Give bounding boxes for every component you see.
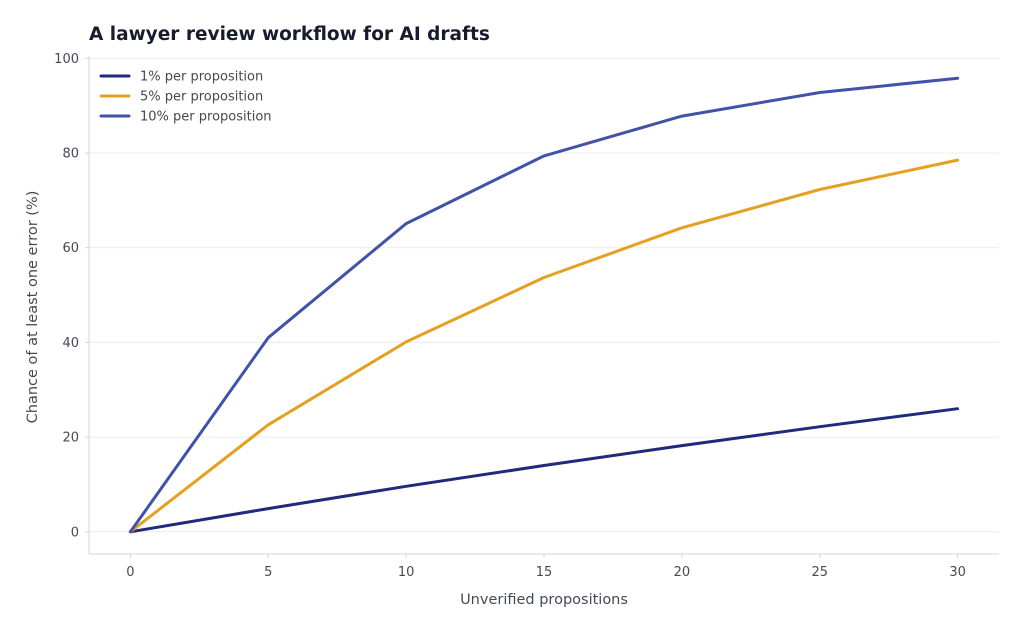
x-tick-label: 15: [536, 565, 553, 580]
y-tick-label: 80: [62, 147, 79, 162]
x-tick-label: 25: [811, 565, 828, 580]
y-tick-label: 60: [62, 241, 79, 256]
y-tick-label: 0: [71, 525, 79, 540]
y-axis-label: Chance of at least one error (%): [25, 191, 41, 424]
chart-title: A lawyer review workflow for AI drafts: [89, 24, 490, 45]
series: [128, 76, 960, 534]
series-line-3: [128, 76, 960, 534]
series-line-1: [128, 407, 960, 534]
legend-label: 1% per proposition: [140, 70, 263, 85]
x-tick-label: 30: [949, 565, 966, 580]
grid: [89, 57, 999, 533]
legend-label: 10% per proposition: [140, 110, 272, 125]
legend: 1% per proposition 5% per proposition 10% …: [99, 70, 272, 125]
x-axis-label: Unverified propositions: [460, 592, 628, 608]
axes: 0 20 40 60 80 100 0 5 10 15 20 25 30: [54, 52, 999, 580]
x-tick-label: 5: [264, 565, 272, 580]
x-tick-label: 10: [398, 565, 415, 580]
legend-label: 5% per proposition: [140, 90, 263, 105]
x-tick-label: 20: [674, 565, 691, 580]
series-line-2: [128, 158, 960, 534]
x-tick-label: 0: [126, 565, 134, 580]
y-tick-label: 40: [62, 336, 79, 351]
y-tick-label: 20: [62, 431, 79, 446]
y-tick-label: 100: [54, 52, 79, 67]
